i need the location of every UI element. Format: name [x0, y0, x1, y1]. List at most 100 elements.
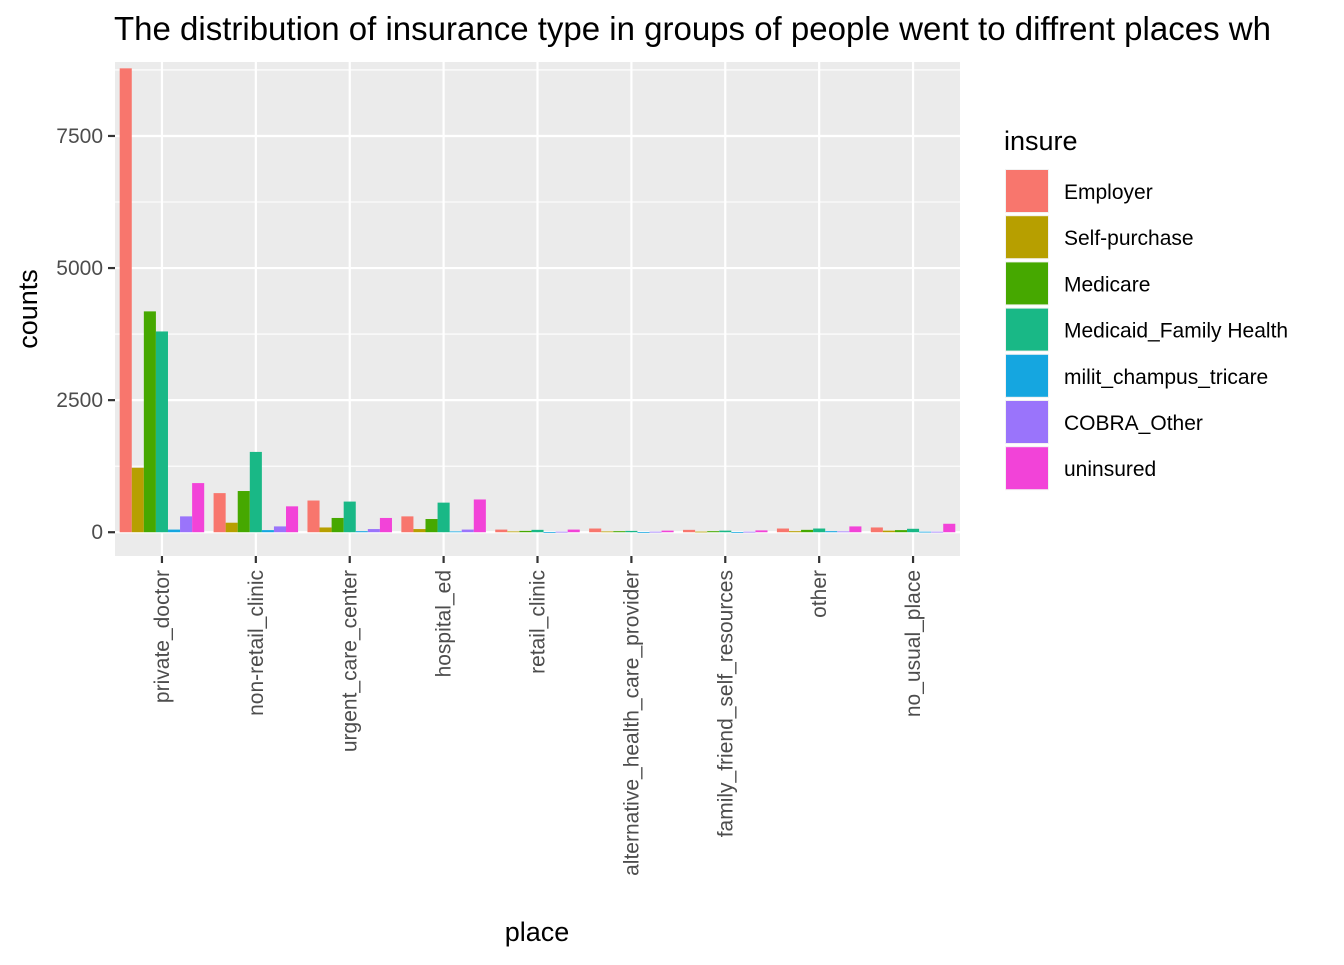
- bar: [507, 531, 520, 533]
- bar: [837, 531, 850, 533]
- bar: [907, 528, 920, 533]
- bar: [613, 531, 626, 533]
- bar: [661, 530, 674, 533]
- bar: [225, 522, 238, 533]
- legend-label: COBRA_Other: [1064, 412, 1203, 435]
- legend-key: [1006, 447, 1048, 490]
- bar: [943, 523, 956, 533]
- bar: [813, 528, 826, 533]
- bar: [261, 530, 274, 533]
- x-tick-label: family_friend_self_resources: [714, 570, 737, 837]
- legend-title: insure: [1004, 126, 1078, 156]
- bar: [449, 531, 462, 533]
- x-tick-label: hospital_ed: [433, 570, 456, 677]
- bar: [437, 502, 450, 533]
- legend: insure Employer Self-purchase Medicare Medi…: [1004, 126, 1288, 491]
- x-tick-label: urgent_care_center: [339, 570, 362, 752]
- chart-title: The distribution of insurance type in gr…: [114, 10, 1271, 47]
- legend-label: uninsured: [1064, 458, 1156, 481]
- legend-label: milit_champus_tricare: [1064, 366, 1268, 389]
- bar: [413, 529, 426, 533]
- bar: [719, 530, 732, 533]
- bar: [567, 529, 580, 533]
- bar: [849, 526, 862, 533]
- bar: [801, 529, 814, 533]
- x-axis: private_doctor non-retail_clinic urgent_ca…: [151, 556, 925, 876]
- bar: [825, 531, 838, 533]
- bar: [543, 531, 556, 533]
- bar: [461, 529, 474, 533]
- bar: [155, 331, 168, 533]
- bar: [882, 530, 895, 533]
- bar: [495, 529, 508, 533]
- bar: [919, 531, 932, 533]
- bar: [119, 68, 132, 533]
- bar: [649, 531, 662, 533]
- legend-key: [1006, 401, 1048, 443]
- bar: [379, 517, 392, 533]
- y-axis-title: counts: [13, 269, 43, 349]
- bar: [473, 499, 486, 533]
- legend-key: [1006, 308, 1048, 351]
- legend-label: Employer: [1064, 181, 1153, 204]
- y-tick-label: 0: [91, 521, 103, 544]
- x-tick-label: other: [808, 570, 831, 618]
- bar: [519, 530, 532, 533]
- legend-label: Self-purchase: [1064, 227, 1194, 250]
- bar: [213, 493, 226, 533]
- bar: [555, 531, 568, 533]
- y-tick-label: 2500: [56, 389, 103, 412]
- bar: [695, 531, 708, 533]
- x-axis-title: place: [505, 917, 570, 947]
- bar: [870, 527, 883, 533]
- bar: [319, 527, 332, 533]
- bar: [131, 467, 144, 533]
- bar: [343, 501, 356, 533]
- bars: [119, 68, 956, 533]
- bar: [286, 506, 299, 533]
- bar: [894, 530, 908, 533]
- legend-label: Medicaid_Family Health: [1064, 320, 1288, 343]
- legend-label: Medicare: [1064, 273, 1150, 296]
- bar: [589, 528, 602, 533]
- x-tick-label: alternative_health_care_provider: [620, 570, 643, 876]
- bar: [143, 311, 156, 533]
- y-axis: 0 2500 5000 7500: [56, 125, 115, 544]
- bar: [637, 531, 650, 533]
- bar: [180, 516, 193, 533]
- bar: [531, 529, 544, 533]
- bar: [931, 531, 944, 533]
- x-tick-label: no_usual_place: [902, 570, 925, 717]
- x-tick-label: private_doctor: [151, 570, 174, 703]
- legend-key: [1006, 170, 1048, 212]
- y-tick-label: 5000: [56, 257, 103, 280]
- bar: [743, 531, 756, 533]
- bar: [355, 531, 368, 533]
- legend-key: [1006, 262, 1048, 305]
- bar: [237, 491, 250, 533]
- bar: [601, 531, 614, 533]
- bar: [307, 500, 320, 533]
- x-tick-label: non-retail_clinic: [245, 570, 268, 716]
- bar: [683, 529, 696, 533]
- legend-key: [1006, 354, 1048, 397]
- bar: [401, 516, 414, 533]
- bar: [776, 528, 789, 533]
- bar: [167, 529, 181, 533]
- bar: [331, 517, 344, 533]
- bar: [192, 483, 205, 533]
- bar: [249, 451, 262, 533]
- bar: [425, 519, 438, 533]
- bar: [367, 529, 380, 533]
- bar: [273, 526, 287, 533]
- legend-key: [1006, 216, 1048, 259]
- bar: [788, 531, 802, 533]
- bar: [625, 530, 638, 533]
- x-tick-label: retail_clinic: [527, 570, 550, 674]
- bar: [731, 531, 744, 533]
- y-tick-label: 7500: [56, 125, 103, 148]
- bar: [707, 531, 720, 533]
- bar: [755, 530, 768, 533]
